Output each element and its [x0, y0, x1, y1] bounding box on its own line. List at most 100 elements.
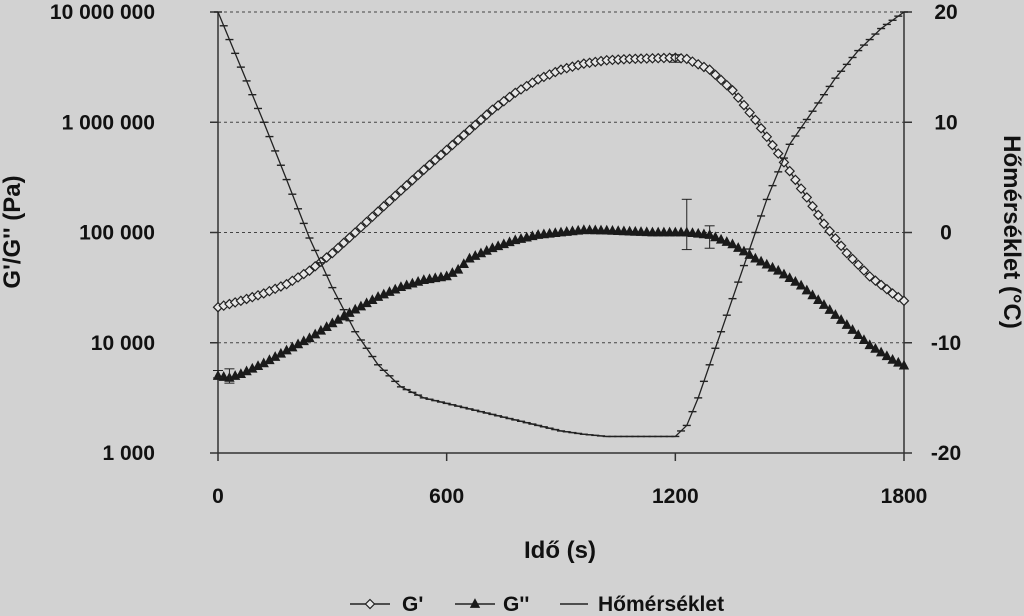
data-point: [795, 279, 807, 290]
data-point: [469, 119, 481, 131]
data-point: [898, 295, 910, 307]
data-point: [435, 149, 447, 161]
data-point: [447, 139, 458, 151]
data-point: [464, 124, 475, 136]
data-point: [841, 319, 852, 329]
data-point: [807, 200, 818, 212]
data-point: [355, 221, 367, 233]
data-point: [710, 231, 721, 242]
legend-item: G': [350, 593, 423, 616]
data-point: [875, 279, 887, 291]
data-point: [504, 91, 515, 103]
data-point: [338, 237, 350, 249]
y-right-tick-label: 0: [940, 222, 952, 245]
legend-item: Hőmérséklet: [560, 593, 724, 616]
x-tick-label: 600: [429, 485, 464, 508]
data-point: [864, 271, 876, 282]
data-point: [389, 190, 401, 202]
data-point: [332, 242, 344, 254]
data-point: [372, 206, 384, 217]
data-point: [847, 253, 858, 265]
data-point: [784, 272, 795, 283]
data-point: [738, 245, 750, 256]
data-point: [492, 100, 504, 111]
series-2: [212, 224, 910, 382]
y-left-tick-label: 1 000: [102, 442, 155, 465]
data-point: [795, 183, 807, 194]
data-point: [755, 255, 767, 266]
data-point: [452, 263, 464, 274]
data-point: [326, 247, 338, 259]
data-point: [761, 131, 773, 143]
data-point: [772, 148, 784, 159]
data-point: [898, 359, 910, 370]
y-right-axis-title: Hőmérséklet (°C): [998, 135, 1024, 329]
data-point: [870, 343, 881, 353]
data-point: [469, 598, 481, 608]
data-point: [767, 139, 778, 151]
y-right-tick-label: -20: [931, 442, 961, 465]
data-point: [870, 275, 881, 286]
data-point: [704, 64, 715, 75]
data-point: [858, 265, 870, 276]
data-point: [852, 259, 864, 271]
data-point: [349, 227, 361, 238]
data-point: [721, 79, 733, 91]
data-point: [733, 242, 744, 252]
data-point: [841, 247, 853, 259]
series-3: [214, 11, 908, 438]
data-point: [790, 174, 801, 186]
data-point: [395, 185, 407, 196]
data-point: [418, 164, 430, 176]
data-point: [407, 174, 418, 186]
data-point: [378, 200, 390, 212]
data-point: [847, 324, 858, 334]
data-point: [875, 346, 887, 357]
data-point: [830, 309, 841, 319]
data-point: [384, 195, 395, 207]
data-point: [755, 122, 767, 134]
data-point: [784, 165, 796, 177]
data-point: [812, 209, 824, 221]
data-point: [481, 109, 493, 121]
legend: G' G'' Hőmérséklet: [350, 593, 724, 616]
data-point: [750, 114, 761, 126]
y-left-tick-label: 10 000: [91, 332, 155, 355]
y-right-tick-label: 20: [934, 1, 957, 24]
data-point: [364, 598, 376, 610]
data-point: [715, 233, 727, 244]
data-point: [401, 180, 412, 191]
data-point: [790, 276, 801, 286]
data-point: [853, 329, 864, 339]
data-point: [429, 154, 441, 166]
x-tick-label: 1200: [652, 485, 699, 508]
data-point: [738, 99, 750, 111]
data-point: [818, 218, 830, 230]
legend-label: G'': [503, 593, 529, 616]
x-axis-title: Idő (s): [524, 537, 596, 564]
data-point: [721, 236, 732, 246]
x-tick-label: 0: [212, 485, 224, 508]
data-point: [727, 238, 738, 249]
x-tick-label: 1800: [881, 485, 928, 508]
data-point: [801, 192, 813, 203]
data-point: [824, 304, 835, 314]
data-point: [835, 314, 847, 324]
series-layer: [212, 11, 910, 438]
y-left-axis-title: G'/G'' (Pa): [0, 175, 26, 288]
data-point: [412, 169, 424, 181]
data-point: [458, 258, 469, 269]
legend-label: Hőmérséklet: [598, 593, 724, 616]
data-point: [744, 107, 755, 118]
data-point: [344, 232, 355, 244]
data-point: [732, 92, 744, 104]
data-point: [452, 134, 464, 146]
legend-item: G'': [455, 593, 529, 616]
data-point: [727, 84, 738, 96]
data-point: [424, 159, 435, 171]
data-point: [778, 268, 790, 279]
data-point: [361, 216, 372, 228]
data-point: [864, 339, 875, 350]
